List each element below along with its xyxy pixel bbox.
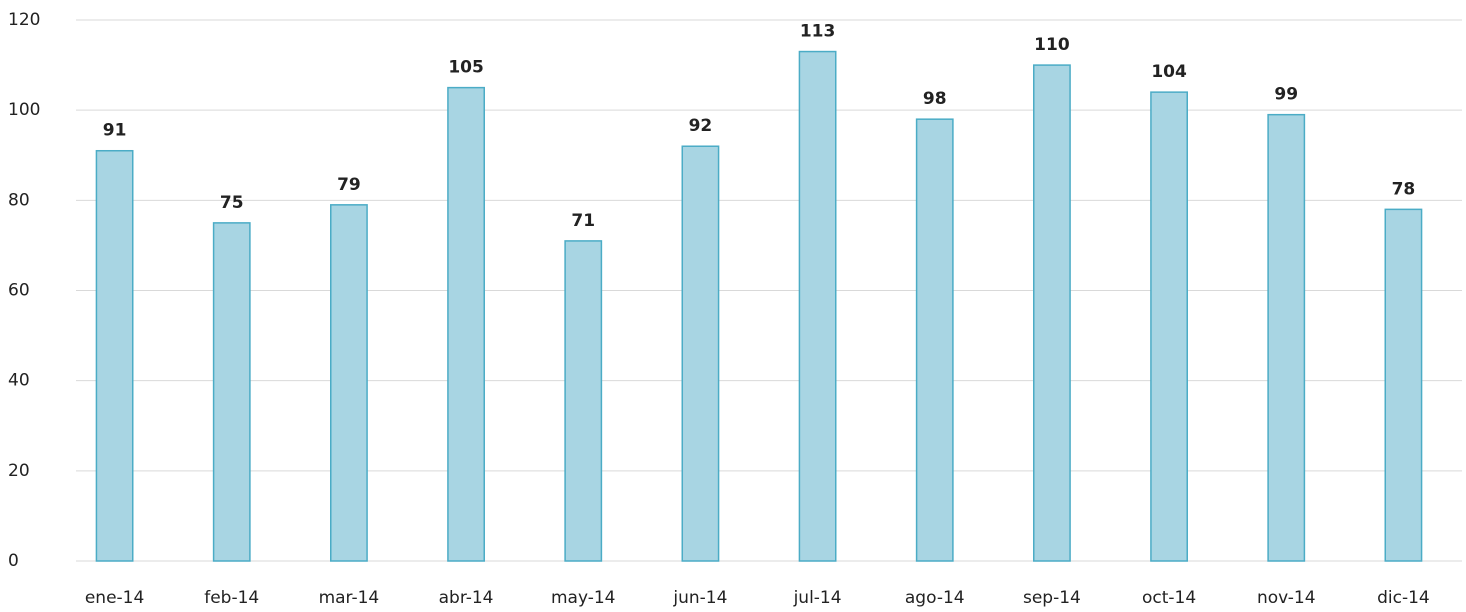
x-tick-label: ago-14 [905,588,965,608]
y-tick-label: 40 [8,371,30,391]
y-tick-label: 20 [8,461,30,481]
bar [1033,64,1071,562]
data-label: 99 [1274,85,1298,105]
data-label: 79 [337,175,361,195]
x-tick-label: nov-14 [1257,588,1316,608]
bar [1150,91,1188,562]
x-tick-label: feb-14 [204,588,259,608]
x-tick-label: abr-14 [439,588,494,608]
x-tick-label: sep-14 [1023,588,1081,608]
bar [1267,113,1306,562]
x-tick-label: may-14 [551,588,616,608]
bar [212,222,251,562]
data-label: 98 [923,89,947,109]
x-tick-label: ene-14 [85,588,144,608]
data-label: 92 [689,116,713,136]
data-label: 105 [448,58,484,78]
x-tick-label: oct-14 [1142,588,1196,608]
y-tick-label: 100 [8,100,40,120]
bar [681,145,720,562]
data-label: 110 [1034,35,1070,55]
x-tick-label: dic-14 [1377,588,1430,608]
bar [447,86,485,562]
bar [95,149,134,562]
data-label: 78 [1392,179,1416,199]
bar [330,204,368,562]
bar [564,240,603,562]
x-tick-label: jul-14 [793,588,842,608]
y-tick-label: 0 [8,551,19,571]
data-label: 91 [103,121,127,141]
x-tick-label: mar-14 [319,588,380,608]
bar [915,118,954,562]
data-label: 104 [1151,62,1187,82]
y-tick-label: 80 [8,190,30,210]
bar [1384,208,1423,562]
y-tick-label: 120 [8,10,40,30]
y-tick-label: 60 [8,281,30,301]
data-label: 71 [571,211,595,231]
bar [798,50,837,562]
data-label: 75 [220,193,244,213]
data-label: 113 [800,22,836,42]
x-tick-label: jun-14 [672,588,727,608]
